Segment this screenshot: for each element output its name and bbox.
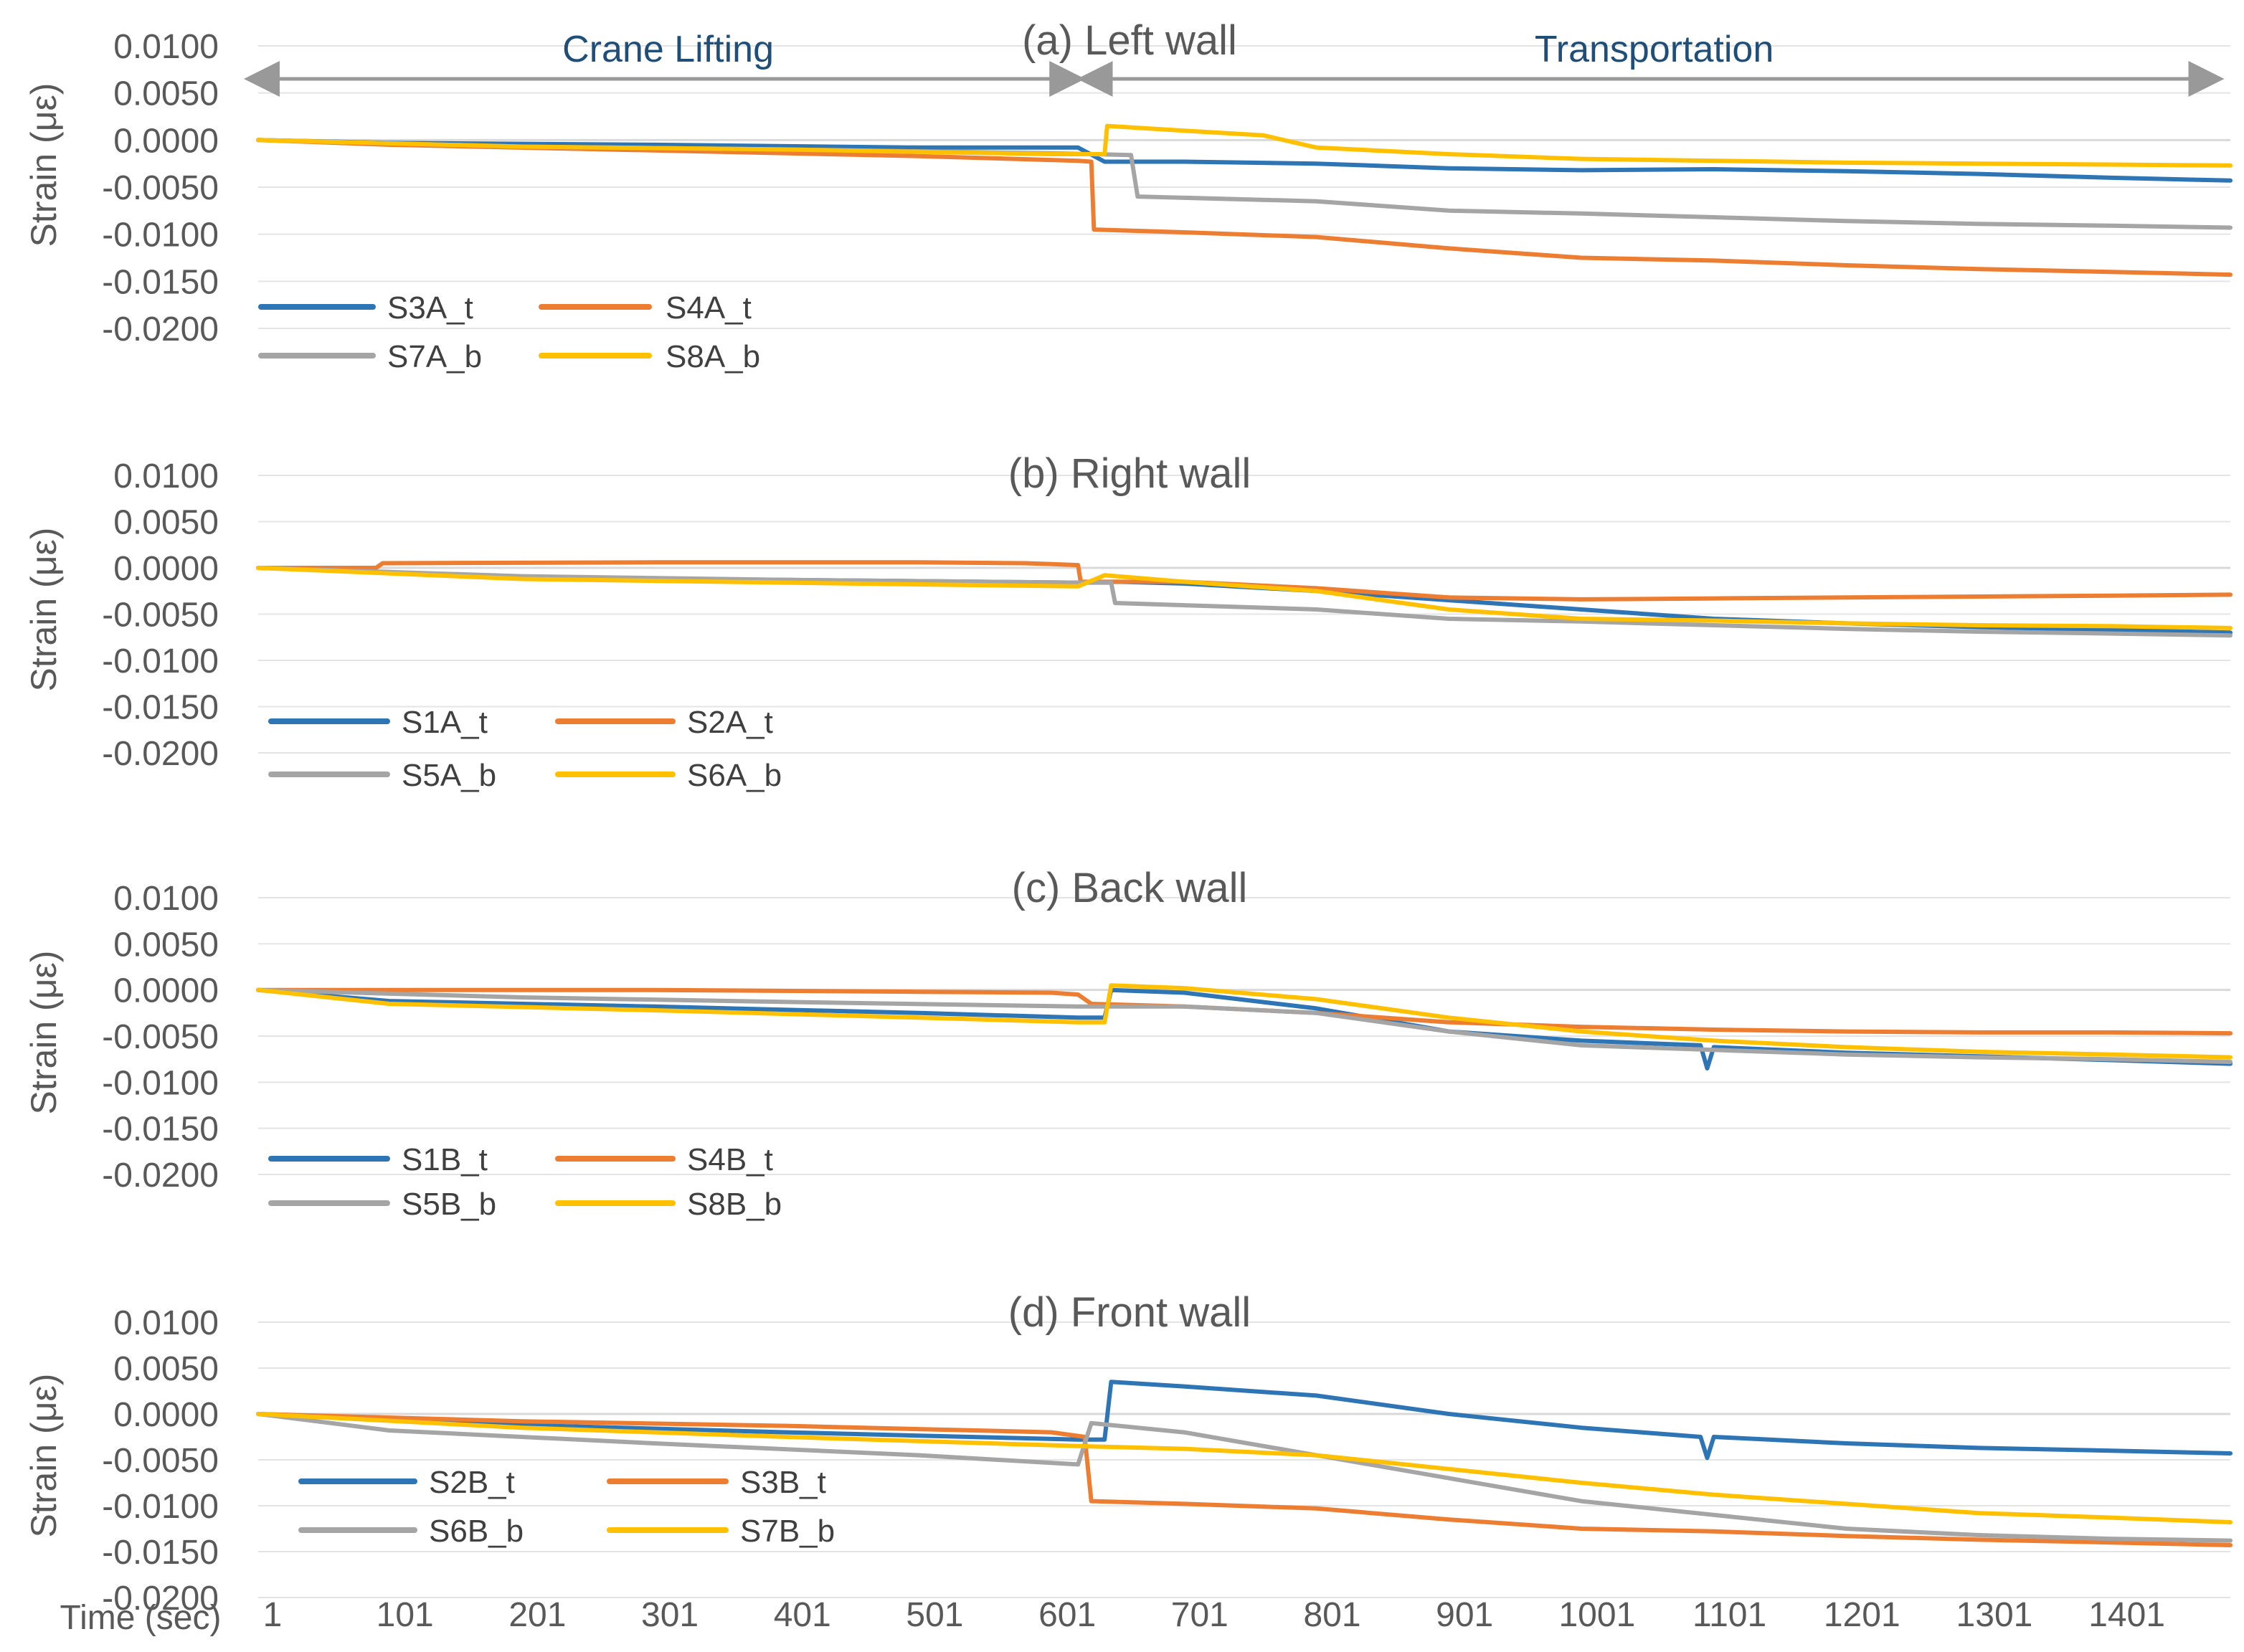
- legend-label-S1B_t: S1B_t: [402, 1142, 488, 1177]
- series-line-S3B_t: [256, 1412, 2233, 1547]
- y-tick-label: 0.0100: [113, 28, 219, 66]
- panel-title: (a) Left wall: [1022, 17, 1237, 64]
- legend-label-S4A_t: S4A_t: [666, 290, 752, 326]
- series-line-S7A_b: [256, 138, 2233, 230]
- legend-label-S5A_b: S5A_b: [402, 758, 496, 793]
- series-line-S7B_b: [256, 1412, 2233, 1524]
- chart-panels: 0.0100 0.0050 0.0000 -0.0050 -0.0100 -0.0150 -…: [24, 17, 2233, 1618]
- legend-label-S6A_b: S6A_b: [687, 758, 782, 793]
- y-tick-label: -0.0150: [102, 263, 219, 301]
- x-tick-label: 1: [263, 1596, 283, 1634]
- phase-label: Transportation: [1535, 29, 1774, 70]
- series-line-S2A_t: [256, 560, 2233, 602]
- y-axis-label: Strain (με): [24, 528, 64, 692]
- y-tick-label: -0.0150: [102, 1111, 219, 1149]
- legend-label-S3B_t: S3B_t: [740, 1465, 826, 1500]
- legend-label-S2A_t: S2A_t: [687, 705, 773, 740]
- y-tick-label: 0.0050: [113, 926, 219, 964]
- y-tick-label: 0.0050: [113, 75, 219, 113]
- x-axis: 1 101 201 301 401 501 601 701 801 901 1001 1101 1201…: [60, 1596, 2165, 1637]
- legend-label-S8B_b: S8B_b: [687, 1187, 782, 1222]
- legend-label-S4B_t: S4B_t: [687, 1142, 773, 1177]
- panel-1: 0.0100 0.0050 0.0000 -0.0050 -0.0100 -0.0150 -…: [24, 17, 2233, 374]
- legend-label-S3A_t: S3A_t: [387, 290, 473, 326]
- y-tick-label: -0.0050: [102, 597, 219, 635]
- y-tick-label: -0.0100: [102, 217, 219, 255]
- y-tick-label: 0.0000: [113, 972, 219, 1010]
- y-tick-label: 0.0000: [113, 550, 219, 588]
- legend-label-S8A_b: S8A_b: [666, 339, 760, 374]
- series-line-S8A_b: [256, 123, 2233, 168]
- panel-title: (d) Front wall: [1008, 1289, 1251, 1336]
- legend-label-S7A_b: S7A_b: [387, 339, 482, 374]
- panel-2: 0.0100 0.0050 0.0000 -0.0050 -0.0100 -0.0150 -…: [24, 450, 2233, 793]
- x-tick-label: 1301: [1956, 1596, 2033, 1634]
- y-tick-label: -0.0100: [102, 642, 219, 680]
- x-tick-label: 801: [1303, 1596, 1360, 1634]
- series-line-S6B_b: [256, 1412, 2233, 1543]
- x-tick-label: 101: [377, 1596, 434, 1634]
- series-line-S4A_t: [256, 138, 2233, 277]
- y-tick-label: 0.0100: [113, 1304, 219, 1342]
- panel-4: 0.0100 0.0050 0.0000 -0.0050 -0.0100 -0.0150 -…: [24, 1289, 2233, 1618]
- legend-label-S5B_b: S5B_b: [402, 1187, 496, 1222]
- y-tick-label: -0.0050: [102, 1018, 219, 1056]
- x-tick-label: 1201: [1824, 1596, 1900, 1634]
- series-line-S6A_b: [256, 566, 2233, 630]
- panel-title: (b) Right wall: [1008, 450, 1251, 497]
- series-line-S2B_t: [256, 1380, 2233, 1461]
- series-line-S8B_b: [256, 983, 2233, 1060]
- x-tick-label: 1101: [1693, 1596, 1766, 1634]
- y-tick-label: 0.0100: [113, 457, 219, 495]
- series-line-S3A_t: [256, 138, 2233, 183]
- x-tick-label: 201: [508, 1596, 566, 1634]
- x-axis-label: Time (sec): [60, 1599, 222, 1637]
- y-tick-label: -0.0200: [102, 1157, 219, 1195]
- y-tick-label: -0.0100: [102, 1488, 219, 1526]
- x-tick-label: 701: [1171, 1596, 1228, 1634]
- y-tick-label: -0.0200: [102, 735, 219, 773]
- y-tick-label: -0.0200: [102, 310, 219, 348]
- phase-label: Crane Lifting: [562, 29, 774, 70]
- panel-3: 0.0100 0.0050 0.0000 -0.0050 -0.0100 -0.0150 -…: [24, 865, 2233, 1222]
- legend-label-S1A_t: S1A_t: [402, 705, 488, 740]
- y-tick-label: 0.0050: [113, 504, 219, 542]
- y-tick-label: 0.0000: [113, 1396, 219, 1434]
- y-tick-label: -0.0200: [102, 1580, 219, 1618]
- series-line-S5A_b: [256, 566, 2233, 638]
- y-tick-label: -0.0050: [102, 1442, 219, 1480]
- y-tick-label: -0.0150: [102, 689, 219, 727]
- legend-label-S6B_b: S6B_b: [429, 1514, 524, 1549]
- x-tick-label: 1401: [2088, 1596, 2165, 1634]
- y-tick-label: 0.0050: [113, 1350, 219, 1388]
- x-tick-label: 301: [641, 1596, 699, 1634]
- x-tick-label: 601: [1038, 1596, 1096, 1634]
- y-tick-label: -0.0100: [102, 1064, 219, 1102]
- legend-label-S2B_t: S2B_t: [429, 1465, 515, 1500]
- x-tick-label: 901: [1436, 1596, 1493, 1634]
- x-tick-label: 401: [774, 1596, 831, 1634]
- series-line-S5B_b: [256, 987, 2233, 1064]
- x-tick-label: 1001: [1558, 1596, 1635, 1634]
- x-tick-label: 501: [906, 1596, 963, 1634]
- y-tick-label: 0.0000: [113, 122, 219, 160]
- y-tick-label: -0.0050: [102, 169, 219, 207]
- y-axis-label: Strain (με): [24, 1374, 64, 1538]
- legend-label-S7B_b: S7B_b: [740, 1514, 835, 1549]
- y-axis-label: Strain (με): [24, 951, 64, 1115]
- panel-title: (c) Back wall: [1012, 865, 1248, 911]
- y-tick-label: -0.0150: [102, 1534, 219, 1572]
- y-axis-label: Strain (με): [24, 83, 64, 247]
- y-tick-label: 0.0100: [113, 880, 219, 918]
